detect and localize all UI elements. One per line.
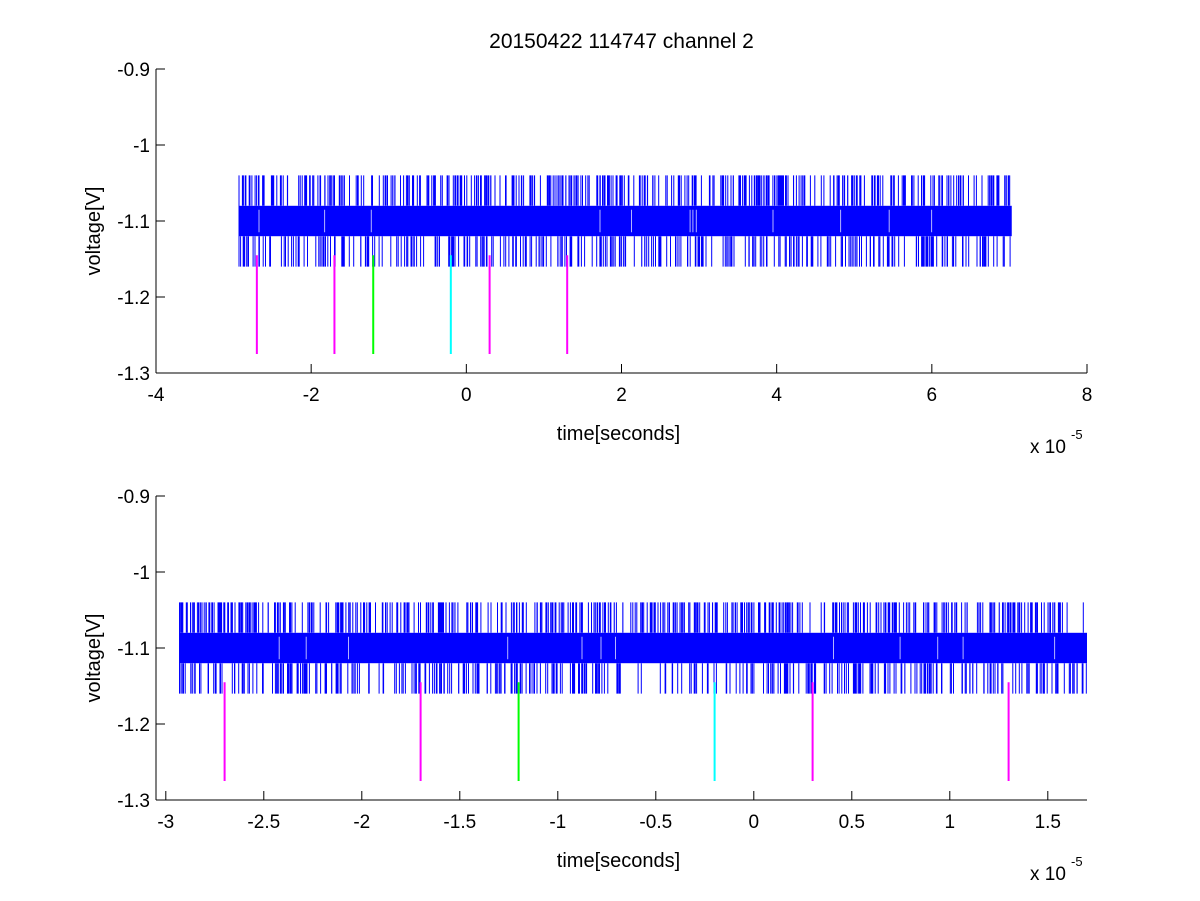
chart2-series-trace [179, 602, 1087, 694]
chart1-x-tick-label: 0 [461, 385, 472, 406]
chart2-series-band [179, 632, 1087, 664]
chart2-x-axis-label: time[seconds] [557, 850, 680, 872]
chart2-axes: -0.9 -1 -1.1 -1.2 -1.3 -3 -2.5 -2 -1.5 -1 -0.5 0 0.5… [83, 487, 1087, 885]
chart1-y-axis-label: voltage[V] [83, 187, 105, 276]
chart1-x-tick-label: -2 [303, 385, 320, 406]
chart2-x-tick-label: -1.5 [443, 812, 476, 833]
chart2-x-tick-label: 0 [749, 812, 760, 833]
chart1-series-spikes [238, 175, 1011, 267]
chart1-x-tick-label: 8 [1082, 385, 1093, 406]
chart1-x-tick-label: 2 [616, 385, 627, 406]
chart2-x-tick-label: -0.5 [639, 812, 672, 833]
chart1-x-tick-label: -4 [148, 385, 165, 406]
chart1-x-tick-label: 6 [927, 385, 938, 406]
chart2-x-exponent: -5 [1071, 854, 1083, 869]
chart1-x-axis-label: time[seconds] [557, 423, 680, 445]
chart2-x-tick-label: -1 [549, 812, 566, 833]
chart1-title: 20150422 114747 channel 2 [489, 30, 754, 53]
chart2-x-tick-label: -3 [157, 812, 174, 833]
chart2-x-tick-label: -2.5 [247, 812, 280, 833]
chart2-y-tick-label: -1.2 [117, 715, 150, 736]
chart2-y-axis-label: voltage[V] [83, 614, 105, 703]
chart2-series-gaps [278, 636, 1056, 660]
chart1-x-exponent: -5 [1071, 427, 1083, 442]
chart2-y-tick-label: -1.1 [117, 639, 150, 660]
chart1-series-trace [238, 175, 1012, 267]
chart2-x-tick-label: 1.5 [1035, 812, 1061, 833]
chart2-x-exponent-label: x 10 [1030, 864, 1066, 885]
chart2-series-spikes [179, 602, 1087, 694]
chart1-y-tick-label: -1.3 [117, 364, 150, 385]
chart1-y-tick-label: -1.1 [117, 212, 150, 233]
chart1-series-gaps [258, 209, 933, 233]
chart2-y-tick-label: -1.3 [117, 791, 150, 812]
chart2-x-tick-label: 0.5 [839, 812, 865, 833]
chart1-x-exponent-label: x 10 [1030, 437, 1066, 458]
chart1-x-tick-label: 4 [771, 385, 782, 406]
chart1-y-tick-label: -1 [133, 136, 150, 157]
chart1-y-tick-label: -1.2 [117, 288, 150, 309]
chart1-series-band [239, 205, 1012, 237]
chart1-axes: 20150422 114747 channel 2 -0.9 -1 -1.1 -1.2 -… [83, 30, 1092, 458]
chart2-x-tick-label: -2 [353, 812, 370, 833]
chart2-y-tick-label: -0.9 [117, 487, 150, 508]
chart1-y-tick-label: -0.9 [117, 60, 150, 81]
chart2-x-tick-label: 1 [945, 812, 956, 833]
chart2-y-tick-label: -1 [133, 563, 150, 584]
